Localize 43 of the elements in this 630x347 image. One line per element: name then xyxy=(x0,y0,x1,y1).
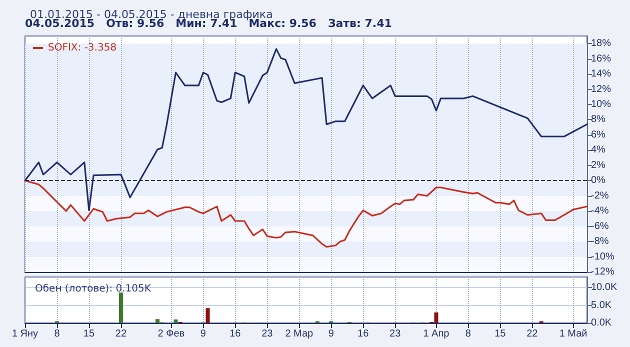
x-tick-label: 8 xyxy=(465,328,472,340)
y-tick-label: -12% xyxy=(591,266,614,278)
x-tick-label: 2 Мар xyxy=(285,328,314,340)
x-tick-label: 15 xyxy=(83,328,95,340)
x-tick-label: 9 xyxy=(328,328,334,340)
y-tick-label: 0% xyxy=(591,175,606,186)
y-tick-label: -4% xyxy=(591,206,609,217)
y-tick-label: 18% xyxy=(591,38,612,50)
bar xyxy=(118,292,123,323)
text: Обен (лотове): 0.105K xyxy=(35,284,152,294)
x-tick-label: 22 xyxy=(526,328,538,340)
y-tick-label: 6% xyxy=(591,129,606,140)
x-tick-label: 22 xyxy=(115,328,127,340)
y-tick-label: -2% xyxy=(591,190,609,202)
x-tick-label: 1 Апр xyxy=(423,328,450,340)
x-tick-label: 23 xyxy=(262,328,274,340)
x-tick-label: 8 xyxy=(54,328,60,340)
x-tick-label: 2 Фев xyxy=(158,328,185,340)
y-tick-label: 5.0K xyxy=(591,300,612,311)
y-tick-label: 16% xyxy=(591,53,612,64)
y-tick-label: 10.0K xyxy=(591,282,618,294)
x-tick-label: 15 xyxy=(494,328,506,340)
y-tick-label: 8% xyxy=(591,114,606,126)
y-tick-label: -8% xyxy=(591,236,609,248)
bar xyxy=(156,319,160,323)
x-tick-label: 9 xyxy=(200,328,206,340)
bar xyxy=(174,319,178,323)
x-tick-label: 1 Яну xyxy=(12,328,38,340)
y-tick-label: 10% xyxy=(591,99,612,110)
y-tick-label: -6% xyxy=(591,220,609,232)
bar xyxy=(206,308,210,323)
x-tick-label: 23 xyxy=(390,328,402,340)
line-series xyxy=(24,180,588,248)
x-tick-label: 16 xyxy=(358,328,370,340)
x-tick-label: 1 Май xyxy=(559,328,588,340)
y-tick-label: 0.0K xyxy=(591,318,612,328)
y-tick-label: 14% xyxy=(591,68,612,80)
x-tick-label: 16 xyxy=(230,328,242,340)
legend-label: SOFIX: -3.358 xyxy=(48,42,117,54)
y-tick-label: 2% xyxy=(591,160,606,171)
y-tick-label: 12% xyxy=(591,84,612,95)
y-tick-label: 4% xyxy=(591,144,606,156)
y-tick-label: -10% xyxy=(591,251,614,262)
